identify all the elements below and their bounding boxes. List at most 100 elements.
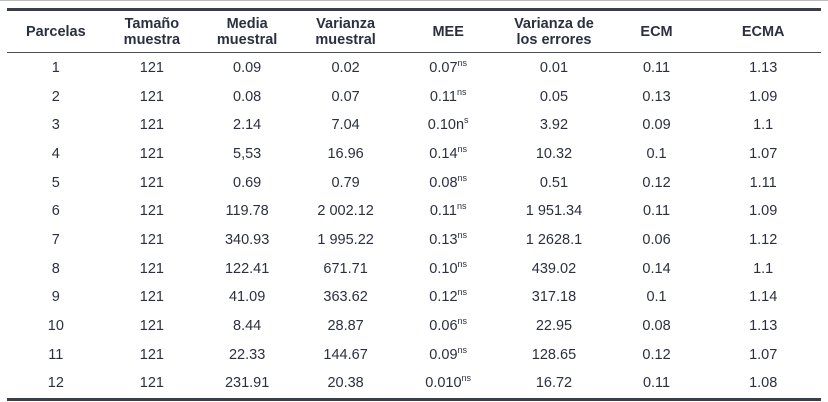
cell-var_errores: 22.95 [535, 318, 573, 334]
cell-tamano: 121 [139, 346, 164, 363]
cell-ecma: 1.09 [749, 88, 778, 105]
cell-var_muestral: 0.79 [331, 174, 360, 191]
cell-var_errores: 16.72 [535, 375, 573, 392]
cell-ecm: 0.09 [642, 117, 671, 134]
cell-ecma: 1.13 [749, 318, 778, 334]
cell-var_muestral: 1 995.22 [317, 231, 374, 248]
table-row: 7 121 340.93 1 995.22 0.13ns 1 2628.1 0.06 1.12 [7, 226, 821, 255]
cell-ecma: 1.13 [749, 59, 778, 76]
table-row: 8 121 122.41 671.71 0.10ns 439.02 0.14 1.1 [7, 254, 821, 283]
table-row: 6 121 119.78 2 002.12 0.11ns 1 951.34 0.11 1.09 [7, 197, 821, 226]
cell-media: 41.09 [228, 289, 266, 306]
cell-ecma: 1.09 [749, 203, 778, 220]
cell-var_muestral: 0.02 [331, 59, 360, 76]
cell-mee: 0.10ns [427, 115, 469, 134]
cell-ecma: 1.1 [753, 117, 774, 134]
mee-significance-superscript: ns [457, 344, 468, 355]
table-row: 2 121 0.08 0.07 0.11ns 0.05 0.13 1.09 [7, 82, 821, 111]
cell-tamano: 121 [139, 88, 164, 105]
cell-mee: 0.010ns [425, 373, 472, 392]
col-header-ecm: ECM [640, 24, 673, 41]
cell-var_muestral: 7.04 [331, 117, 360, 134]
cell-parcelas: 12 [47, 375, 64, 392]
table-row: 10 121 8.44 28.87 0.06ns 22.95 0.08 1.13 [7, 312, 821, 341]
cell-ecm: 0.1 [646, 145, 667, 162]
cell-var_errores: 0.05 [539, 88, 569, 105]
cell-ecma: 1.11 [749, 174, 777, 191]
cell-var_muestral: 0.07 [331, 88, 360, 105]
cell-tamano: 121 [139, 231, 164, 248]
mee-significance-superscript: ns [457, 316, 468, 327]
cell-var_errores: 1 951.34 [525, 203, 583, 220]
cell-var_errores: 317.18 [531, 289, 577, 306]
cell-ecma: 1.07 [749, 346, 778, 363]
cell-tamano: 121 [139, 174, 164, 191]
cell-tamano: 121 [139, 318, 164, 334]
cell-media: 5,53 [233, 145, 262, 162]
cell-ecm: 0.12 [642, 174, 671, 191]
cell-ecma: 1.1 [753, 260, 774, 277]
cell-ecm: 0.08 [642, 318, 671, 334]
mee-significance-superscript: ns [456, 86, 467, 97]
cell-ecm: 0.11 [642, 375, 671, 392]
cell-media: 231.91 [224, 375, 270, 392]
cell-media: 340.93 [224, 231, 270, 248]
table-row: 1 121 0.09 0.02 0.07ns 0.01 0.11 1.13 [7, 53, 821, 82]
table-row: 5 121 0.69 0.79 0.08ns 0.51 0.12 1.11 [7, 168, 821, 197]
cell-parcelas: 8 [51, 260, 60, 277]
cell-mee: 0.07ns [429, 57, 468, 76]
cell-var_muestral: 28.87 [327, 318, 364, 334]
cell-tamano: 121 [139, 203, 164, 220]
table-row: 11 121 22.33 144.67 0.09ns 128.65 0.12 1.07 [7, 340, 821, 369]
cell-mee: 0.12ns [429, 287, 468, 306]
statistics-table: Parcelas Tamaño muestra Media muestral Varian… [7, 8, 821, 401]
cell-media: 8.44 [233, 318, 262, 334]
page-top-hairline [0, 0, 828, 1]
cell-parcelas: 4 [51, 145, 60, 162]
cell-ecm: 0.12 [642, 346, 671, 363]
cell-var_errores: 0.51 [539, 174, 569, 191]
cell-var_muestral: 363.62 [323, 289, 368, 306]
cell-mee: 0.11ns [429, 201, 467, 220]
cell-mee: 0.13ns [429, 230, 468, 248]
cell-parcelas: 11 [48, 346, 64, 363]
cell-var_errores: 439.02 [531, 260, 577, 277]
cell-var_muestral: 144.67 [323, 346, 368, 363]
cell-tamano: 121 [139, 260, 164, 277]
col-header-ecma: ECMA [741, 24, 785, 41]
table-row: 3 121 2.14 7.04 0.10ns 3.92 0.09 1.1 [7, 111, 821, 140]
cell-mee: 0.06ns [429, 316, 468, 334]
cell-ecm: 0.11 [642, 203, 671, 220]
cell-tamano: 121 [139, 289, 164, 306]
cell-parcelas: 1 [51, 59, 60, 76]
cell-ecma: 1.12 [749, 231, 778, 248]
cell-mee: 0.09ns [429, 344, 468, 363]
cell-var_errores: 3.92 [539, 117, 569, 134]
cell-parcelas: 10 [47, 318, 64, 334]
cell-tamano: 121 [139, 375, 164, 392]
cell-parcelas: 2 [51, 88, 60, 105]
cell-parcelas: 5 [51, 174, 60, 191]
cell-ecm: 0.06 [642, 231, 671, 248]
cell-parcelas: 7 [51, 231, 60, 248]
table-row: 4 121 5,53 16.96 0.14ns 10.32 0.1 1.07 [7, 140, 821, 169]
cell-var_errores: 0.01 [539, 59, 569, 76]
table-row: 12 121 231.91 20.38 0.010ns 16.72 0.11 1.08 [7, 369, 821, 399]
cell-media: 0.08 [233, 88, 262, 105]
col-header-tamano: Tamaño muestra [123, 16, 181, 49]
cell-tamano: 121 [139, 59, 164, 76]
mee-significance-superscript: ns [457, 57, 468, 68]
cell-ecm: 0.14 [642, 260, 671, 277]
cell-media: 0.09 [233, 59, 262, 76]
cell-tamano: 121 [139, 145, 164, 162]
col-header-mee: MEE [432, 24, 464, 41]
cell-media: 122.41 [224, 260, 270, 277]
table-header-row: Parcelas Tamaño muestra Media muestral Varian… [7, 10, 821, 53]
cell-mee: 0.10ns [429, 258, 468, 277]
cell-parcelas: 3 [51, 117, 60, 134]
mee-significance-superscript: ns [457, 287, 468, 298]
table-row: 9 121 41.09 363.62 0.12ns 317.18 0.1 1.14 [7, 283, 821, 312]
cell-tamano: 121 [139, 117, 164, 134]
cell-ecma: 1.14 [749, 289, 778, 306]
cell-var_muestral: 2 002.12 [317, 203, 374, 220]
